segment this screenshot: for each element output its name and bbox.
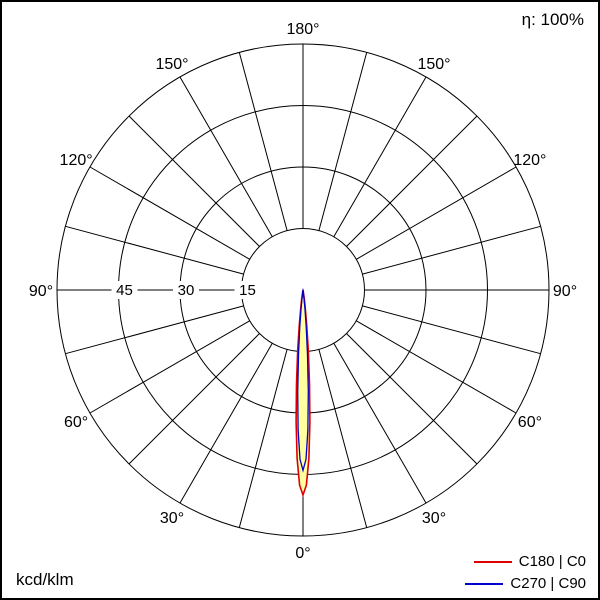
- grid-spoke: [238, 52, 288, 231]
- angle-label: 150°: [155, 56, 188, 73]
- angle-label: 0°: [295, 545, 310, 562]
- grid-spoke: [89, 166, 250, 260]
- angle-label: 120°: [60, 152, 93, 169]
- angle-label: 60°: [518, 414, 542, 431]
- ring-label-mask: [111, 281, 138, 299]
- grid-spoke: [333, 343, 427, 504]
- ring-label: 30: [178, 282, 195, 299]
- grid-spoke: [346, 115, 478, 247]
- ring-label-mask: [234, 281, 261, 299]
- angle-label: 150°: [417, 56, 450, 73]
- grid-spoke: [318, 349, 368, 528]
- legend-label-c90-c270: C270 | C90: [510, 575, 586, 592]
- grid-spoke: [333, 76, 427, 237]
- angle-label: 30°: [160, 510, 184, 527]
- grid-spoke: [346, 333, 478, 465]
- unit-label: kcd/klm: [16, 570, 74, 589]
- grid-spoke: [179, 76, 273, 237]
- ring-label: 45: [116, 282, 133, 299]
- angle-label: 90°: [553, 283, 577, 300]
- legend: C180 | C0 C270 | C90: [465, 553, 586, 592]
- angle-label: 60°: [64, 414, 88, 431]
- ring-label-mask: [173, 281, 199, 299]
- beam-curve-c90-c270: [297, 287, 309, 473]
- grid-spoke: [65, 225, 244, 275]
- grid-spoke: [128, 333, 260, 465]
- ring-label: 15: [239, 282, 256, 299]
- angle-label: 120°: [513, 152, 546, 169]
- legend-item-c90-c270: C270 | C90: [465, 575, 586, 592]
- angle-label: 30°: [422, 510, 446, 527]
- legend-label-c0-c180: C180 | C0: [518, 553, 586, 570]
- grid-spoke: [128, 115, 260, 247]
- angle-label: 90°: [29, 283, 53, 300]
- grid-spoke: [362, 225, 541, 275]
- grid-spoke: [238, 349, 288, 528]
- angle-label: 180°: [286, 21, 319, 38]
- grid-spoke: [356, 320, 517, 414]
- grid-spoke: [356, 166, 517, 260]
- grid-spoke: [362, 305, 541, 355]
- grid-spoke: [179, 343, 273, 504]
- legend-line-blue-icon: [465, 582, 504, 585]
- efficiency-label: η: 100%: [521, 10, 584, 29]
- legend-item-c0-c180: C180 | C0: [473, 553, 586, 570]
- grid-spoke: [89, 320, 250, 414]
- grid-spoke: [318, 52, 368, 231]
- legend-line-red-icon: [473, 560, 512, 563]
- grid-spoke: [65, 305, 244, 355]
